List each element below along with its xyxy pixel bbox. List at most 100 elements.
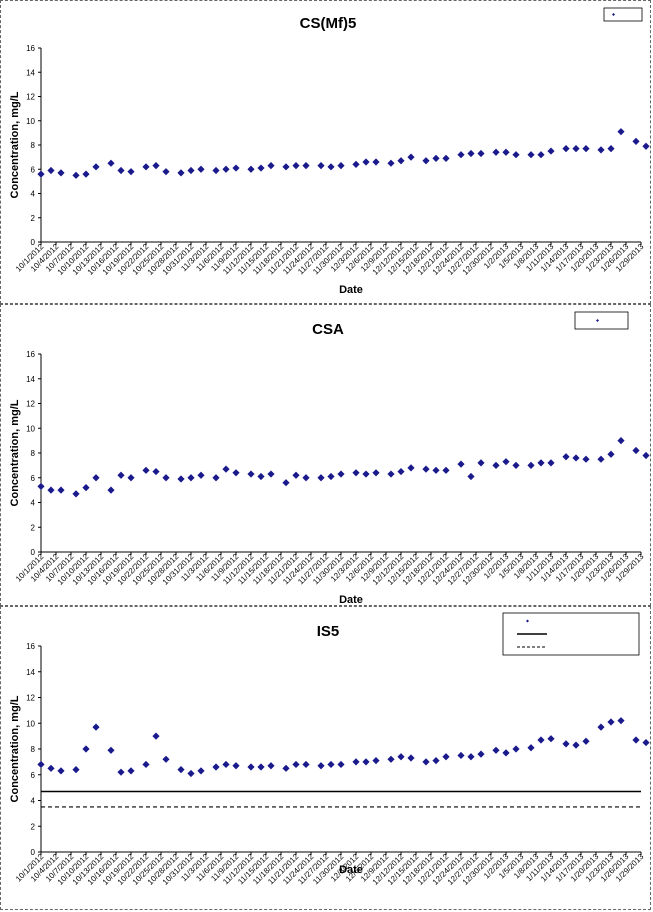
data-point <box>222 760 230 769</box>
data-point <box>502 749 510 757</box>
y-tick-label: 2 <box>31 523 36 532</box>
data-point <box>527 151 535 159</box>
y-tick-label: 16 <box>26 44 35 53</box>
data-point <box>117 471 125 479</box>
legend-box <box>574 311 629 330</box>
y-tick-label: 12 <box>26 694 35 703</box>
data-point <box>572 454 580 462</box>
data-point <box>352 758 360 766</box>
data-point <box>467 472 475 481</box>
data-point <box>257 763 265 771</box>
data-point <box>607 718 615 726</box>
y-tick-label: 12 <box>26 400 35 409</box>
data-point <box>537 151 545 159</box>
data-point <box>142 163 150 171</box>
data-point <box>597 146 605 154</box>
data-point <box>37 170 45 178</box>
chart-title: CSA <box>312 321 344 338</box>
y-tick-label: 6 <box>31 165 36 174</box>
y-tick-label: 14 <box>26 68 35 77</box>
data-point <box>337 470 345 478</box>
data-point <box>152 467 160 476</box>
data-point <box>457 151 465 159</box>
data-point <box>492 746 500 754</box>
y-tick-label: 8 <box>31 449 36 458</box>
chart-title: IS5 <box>317 623 340 640</box>
data-point <box>492 461 500 469</box>
data-point <box>47 166 55 175</box>
data-point <box>477 750 485 758</box>
data-point <box>127 168 135 176</box>
data-point <box>177 475 185 483</box>
data-point <box>547 459 555 467</box>
y-axis-label: Concentration, mg/L <box>9 91 21 198</box>
data-point <box>387 470 395 478</box>
data-point <box>177 766 185 774</box>
legend-marker <box>526 619 529 623</box>
y-tick-label: 14 <box>26 375 35 384</box>
data-point <box>107 486 115 494</box>
y-tick-label: 6 <box>31 771 36 780</box>
data-point <box>467 149 475 158</box>
y-tick-label: 6 <box>31 474 36 483</box>
data-point <box>282 479 290 487</box>
data-point <box>72 171 80 179</box>
data-point <box>362 470 370 478</box>
data-point <box>57 767 65 775</box>
data-point <box>327 163 335 171</box>
data-point <box>632 446 640 455</box>
data-point <box>397 753 405 761</box>
data-point <box>72 766 80 774</box>
data-point <box>407 464 415 472</box>
data-point <box>82 170 90 178</box>
data-point <box>327 472 335 481</box>
data-point <box>387 755 395 763</box>
data-point <box>617 717 625 725</box>
data-point <box>197 165 205 173</box>
data-point <box>642 738 650 747</box>
data-point <box>302 162 310 170</box>
data-point <box>432 466 440 474</box>
data-point <box>162 474 170 482</box>
data-point <box>372 158 380 166</box>
y-axis-label: Concentration, mg/L <box>9 399 21 506</box>
data-point <box>212 474 220 482</box>
data-point <box>82 745 90 753</box>
data-point <box>397 467 405 476</box>
data-point <box>457 751 465 760</box>
data-point <box>212 166 220 175</box>
data-point <box>222 465 230 473</box>
data-point <box>117 166 125 175</box>
data-point <box>477 459 485 467</box>
data-point <box>177 169 185 177</box>
data-point <box>232 762 240 770</box>
y-tick-label: 8 <box>31 745 36 754</box>
y-tick-label: 12 <box>26 93 35 102</box>
data-point <box>292 760 300 769</box>
data-point <box>422 465 430 473</box>
data-point <box>477 149 485 158</box>
data-point <box>247 165 255 173</box>
data-point <box>572 741 580 749</box>
data-point <box>582 145 590 153</box>
data-point <box>222 165 230 173</box>
data-point <box>512 151 520 159</box>
data-point <box>642 451 650 460</box>
x-axis-label: Date <box>339 284 363 296</box>
y-tick-label: 0 <box>31 548 36 557</box>
data-point <box>492 148 500 156</box>
data-point <box>187 166 195 175</box>
data-point <box>597 723 605 731</box>
data-point <box>127 767 135 775</box>
y-tick-label: 8 <box>31 141 36 150</box>
data-point <box>292 471 300 479</box>
data-point <box>617 437 625 445</box>
chart-panel-is5: IS5 0 2 4 6 8 10 12 14 16 10/1/2012 10/4/2012 10/7/2… <box>0 606 651 910</box>
data-point <box>442 753 450 761</box>
y-tick-label: 10 <box>26 719 35 728</box>
data-point <box>617 128 625 136</box>
data-point <box>512 745 520 753</box>
data-point <box>422 157 430 165</box>
y-tick-label: 2 <box>31 214 36 223</box>
data-point <box>372 469 380 477</box>
